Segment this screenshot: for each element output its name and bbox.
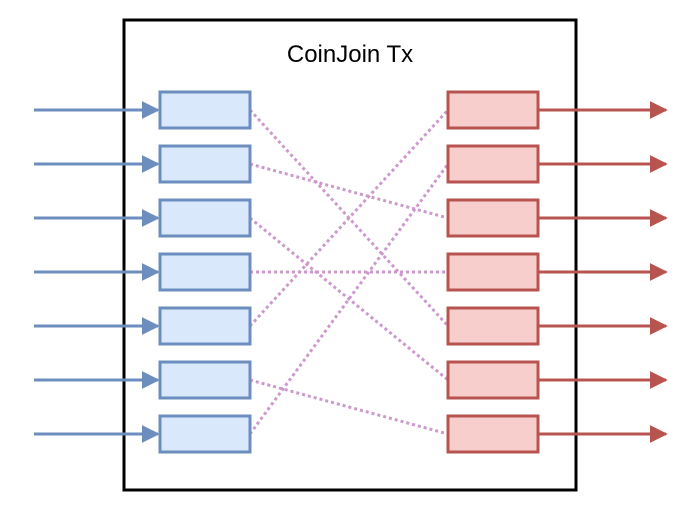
output-box xyxy=(446,90,540,130)
link-line xyxy=(249,378,449,436)
output-box xyxy=(446,360,540,400)
output-box xyxy=(446,144,540,184)
input-box xyxy=(158,198,252,238)
inputs-column xyxy=(34,90,252,454)
input-box xyxy=(158,360,252,400)
diagram-title: CoinJoin Tx xyxy=(287,41,413,68)
mixing-links xyxy=(248,108,450,436)
input-box xyxy=(158,252,252,292)
link-line xyxy=(249,162,449,220)
output-box xyxy=(446,252,540,292)
outputs-column xyxy=(446,90,668,454)
input-box xyxy=(158,90,252,130)
input-box xyxy=(158,144,252,184)
input-box xyxy=(158,306,252,346)
output-box xyxy=(446,306,540,346)
link-line xyxy=(249,216,449,382)
output-box xyxy=(446,198,540,238)
link-line xyxy=(248,108,450,328)
link-line xyxy=(248,163,450,435)
input-box xyxy=(158,414,252,454)
output-box xyxy=(446,414,540,454)
transaction-frame xyxy=(122,18,578,492)
